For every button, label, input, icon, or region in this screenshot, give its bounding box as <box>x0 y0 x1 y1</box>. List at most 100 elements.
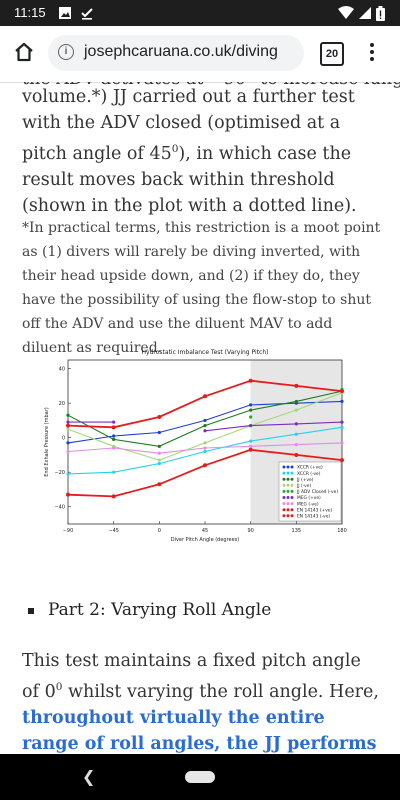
url-text: josephcaruana.co.uk/diving <box>84 43 278 60</box>
heading-text: Part 2: Varying Roll Angle <box>48 600 272 620</box>
data-point <box>249 403 253 407</box>
data-point <box>249 424 253 428</box>
legend-marker <box>290 489 294 493</box>
battery-alert-icon <box>376 6 385 24</box>
x-tick-label: 180 <box>337 528 347 534</box>
data-point <box>66 423 70 428</box>
x-tick-label: 0 <box>158 528 161 534</box>
data-point <box>294 422 298 426</box>
data-point <box>157 458 161 462</box>
home-button[interactable] <box>12 40 36 64</box>
data-point <box>340 458 344 463</box>
data-point <box>66 441 70 445</box>
data-point <box>294 452 299 457</box>
data-point <box>66 413 70 417</box>
legend-marker <box>282 508 286 512</box>
data-point <box>340 425 344 429</box>
menu-dot-icon <box>370 43 374 47</box>
address-bar[interactable]: i josephcaruana.co.uk/diving <box>48 35 304 71</box>
data-point <box>294 432 298 436</box>
legend-marker <box>282 514 286 518</box>
legend-marker <box>286 489 290 493</box>
data-point <box>294 408 298 412</box>
menu-dot-icon <box>370 50 374 54</box>
legend-marker <box>286 496 290 499</box>
data-point <box>340 441 344 445</box>
y-tick-label: 40 <box>59 367 65 373</box>
legend-label: MEG (-ve) <box>297 501 319 507</box>
legend-marker <box>290 514 294 518</box>
back-button[interactable]: ❮ <box>82 767 96 786</box>
bullet-icon <box>28 607 34 614</box>
data-point <box>203 429 207 433</box>
data-point <box>66 420 70 424</box>
y-tick-label: −20 <box>54 470 65 476</box>
footnote-paragraph: *In practical terms, this restriction is… <box>22 220 381 356</box>
legend-marker <box>290 496 294 499</box>
data-point <box>112 420 116 424</box>
data-point <box>294 383 299 388</box>
data-point <box>203 424 207 428</box>
legend-label: JJ (-ve) <box>296 483 311 489</box>
data-point <box>249 439 253 443</box>
download-done-icon <box>80 6 94 23</box>
signal-icon <box>358 6 372 23</box>
data-point <box>157 414 162 419</box>
data-point <box>294 442 298 447</box>
home-gesture-pill[interactable] <box>185 771 215 783</box>
legend-marker <box>290 477 294 481</box>
legend-marker <box>286 514 290 518</box>
data-point <box>203 449 207 454</box>
data-point <box>249 408 253 412</box>
highlight-link[interactable]: throughout virtually the entire range of… <box>22 707 377 754</box>
image-icon <box>58 6 72 23</box>
legend-label: JJ ADV Closed (-ve) <box>296 489 338 495</box>
data-point <box>157 430 161 435</box>
legend-label: XCCR (-ve) <box>297 471 321 477</box>
legend-marker <box>286 465 290 469</box>
info-icon[interactable]: i <box>58 44 74 60</box>
degree-mark: 0 <box>171 143 179 155</box>
data-point <box>66 492 70 497</box>
paragraph-adv: the ADV activates at ~90° to increase lu… <box>22 82 400 219</box>
chart-title: Hydrostatic Imbalance Test (Varying Pitc… <box>142 349 269 356</box>
pitch-imbalance-chart: Hydrostatic Imbalance Test (Varying Pitc… <box>36 344 366 570</box>
data-point <box>203 394 207 399</box>
legend-marker <box>282 483 286 487</box>
data-point <box>112 434 116 438</box>
page-content: the ADV activates at ~90° to increase lu… <box>0 82 400 754</box>
paragraph-text: volume.*) JJ carried out a further test … <box>22 87 355 164</box>
system-nav-bar: ❮ <box>0 754 400 800</box>
more-menu-button[interactable] <box>368 40 376 64</box>
section-heading: Part 2: Varying Roll Angle <box>28 600 271 620</box>
data-point <box>340 420 344 424</box>
data-point <box>111 494 116 499</box>
legend-label: XCCR (+ve) <box>297 465 323 471</box>
degree-mark: 0 <box>55 681 63 693</box>
legend-marker <box>282 489 286 493</box>
series-line <box>68 421 343 432</box>
data-point <box>249 444 253 448</box>
data-point <box>248 447 253 452</box>
legend-marker <box>290 502 294 506</box>
legend-marker <box>282 471 286 475</box>
legend-marker <box>286 477 290 481</box>
tab-switcher-button[interactable]: 20 <box>320 42 344 66</box>
y-axis-label: End Exhale Pressure (mbar) <box>44 407 50 477</box>
data-point <box>157 461 161 466</box>
legend-label: EN 14143 (-ve) <box>297 514 330 520</box>
legend-marker <box>282 465 286 469</box>
data-point <box>203 463 207 468</box>
legend-marker <box>290 471 294 475</box>
data-point <box>112 437 116 442</box>
paragraph-text-end: ), in which case the result moves back w… <box>22 143 357 216</box>
paragraph-cut-line: the ADV activates at ~90° to increase lu… <box>22 82 400 92</box>
chart-svg: Hydrostatic Imbalance Test (Varying Pitc… <box>44 349 347 543</box>
legend-marker <box>290 483 294 487</box>
data-point <box>294 399 298 404</box>
legend-marker <box>282 502 286 506</box>
x-tick-label: 135 <box>292 528 302 534</box>
legend-marker <box>286 471 290 475</box>
wifi-icon <box>338 6 354 23</box>
x-tick-label: −45 <box>108 528 119 534</box>
